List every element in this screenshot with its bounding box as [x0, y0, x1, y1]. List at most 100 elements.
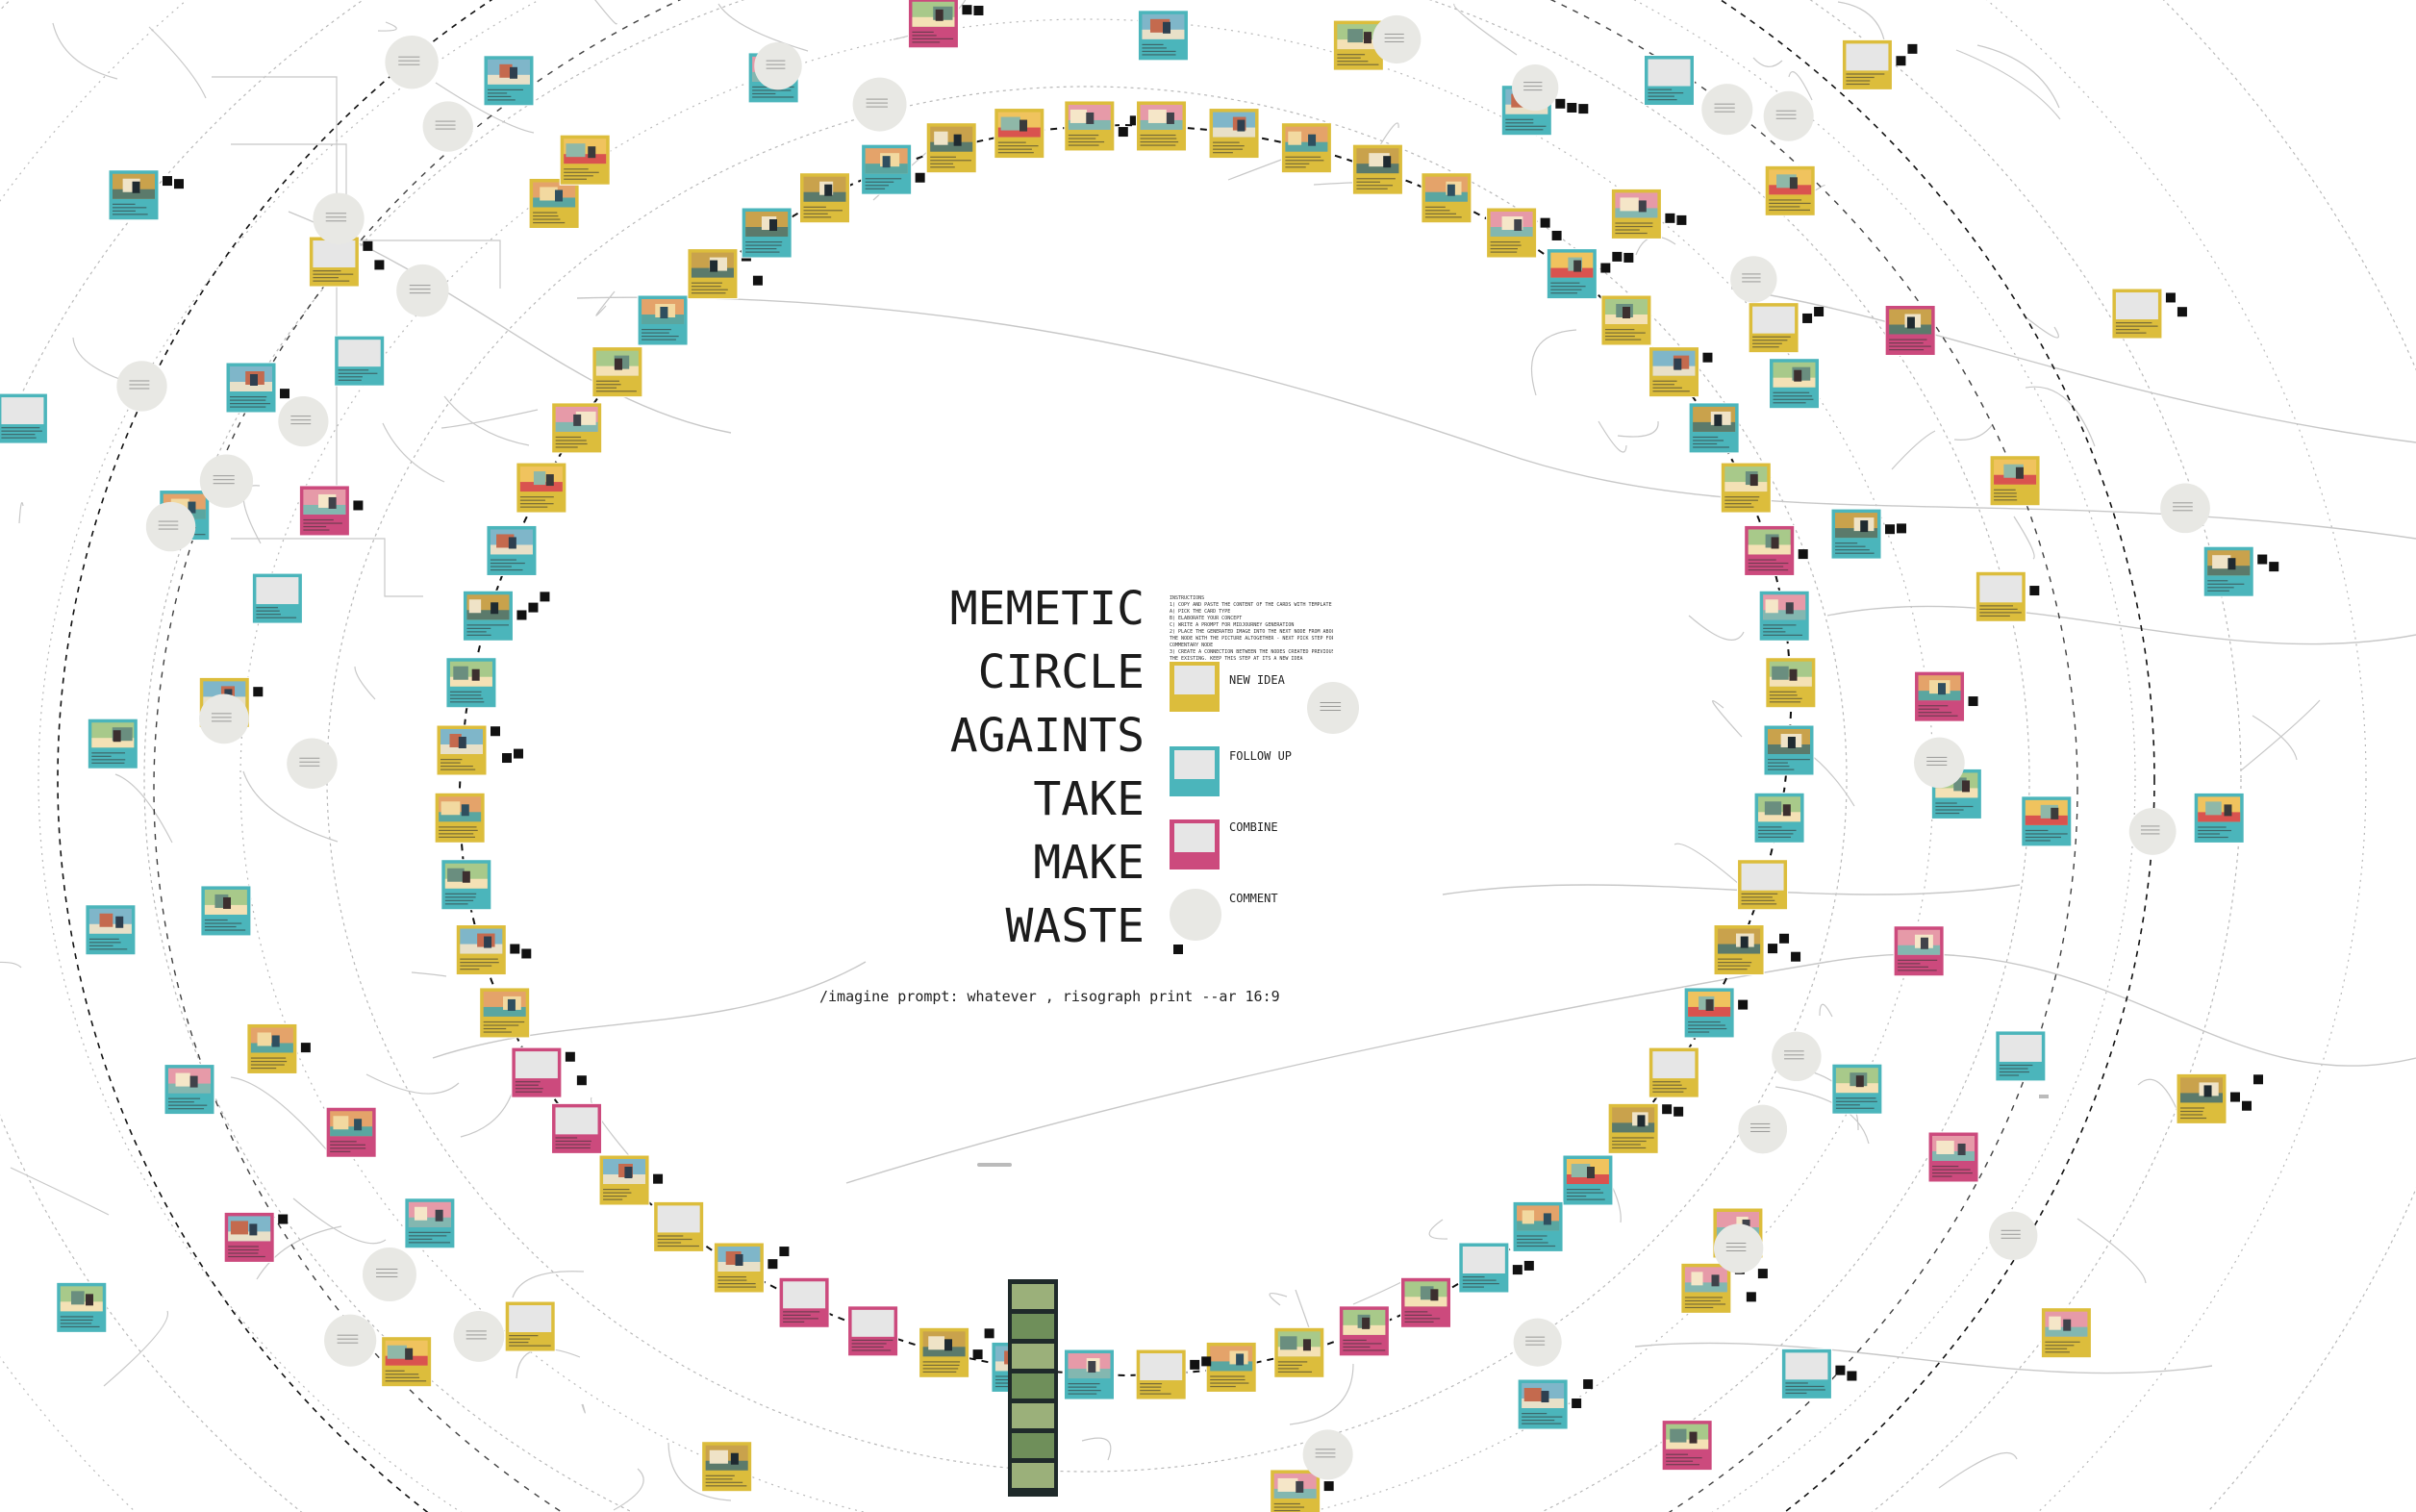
- combine-card[interactable]: [1338, 1305, 1390, 1357]
- comment-bubble[interactable]: [324, 1314, 377, 1367]
- new-idea-card[interactable]: [1648, 1046, 1699, 1098]
- new-idea-card[interactable]: [1765, 657, 1817, 709]
- follow-up-card[interactable]: [85, 904, 137, 956]
- new-idea-card[interactable]: [559, 134, 611, 186]
- follow-up-card[interactable]: [334, 335, 386, 387]
- resize-handle[interactable]: [2039, 1095, 2049, 1098]
- legend-combine-card[interactable]: [1170, 819, 1220, 869]
- comment-bubble[interactable]: [199, 454, 254, 508]
- new-idea-card[interactable]: [479, 987, 531, 1039]
- new-idea-card[interactable]: [1720, 462, 1772, 514]
- combine-card[interactable]: [511, 1046, 587, 1098]
- comment-bubble[interactable]: [278, 396, 329, 447]
- comment-bubble[interactable]: [287, 738, 338, 789]
- follow-up-card[interactable]: [1780, 1348, 1857, 1399]
- comment-bubble[interactable]: [313, 192, 365, 244]
- follow-up-card[interactable]: [1643, 55, 1695, 107]
- comment-bubble[interactable]: [1772, 1031, 1822, 1082]
- new-idea-card[interactable]: [434, 792, 486, 844]
- new-idea-card[interactable]: [1273, 1326, 1325, 1378]
- legend-follow-up-card[interactable]: [1170, 746, 1220, 796]
- follow-up-card[interactable]: [56, 1281, 108, 1333]
- follow-up-card[interactable]: [2193, 792, 2245, 844]
- new-idea-card[interactable]: [1648, 346, 1713, 398]
- new-idea-card[interactable]: [1351, 143, 1403, 195]
- new-idea-card[interactable]: [1208, 108, 1260, 160]
- follow-up-card[interactable]: [1769, 358, 1821, 410]
- new-idea-card[interactable]: [1748, 302, 1825, 354]
- comment-bubble[interactable]: [116, 361, 167, 412]
- follow-up-card[interactable]: [1763, 724, 1815, 776]
- new-idea-card[interactable]: [701, 1441, 753, 1493]
- new-idea-card[interactable]: [308, 236, 385, 288]
- combine-card[interactable]: [551, 1102, 603, 1154]
- new-idea-card[interactable]: [1280, 122, 1332, 174]
- follow-up-card[interactable]: [225, 362, 290, 414]
- new-idea-card[interactable]: [598, 1154, 664, 1206]
- follow-up-card[interactable]: [440, 859, 492, 911]
- new-idea-card[interactable]: [516, 462, 567, 514]
- combine-card[interactable]: [1744, 524, 1808, 576]
- comment-bubble[interactable]: [1763, 90, 1814, 141]
- new-idea-card[interactable]: [2111, 288, 2187, 340]
- follow-up-card[interactable]: [1830, 508, 1907, 560]
- new-idea-card[interactable]: [1064, 100, 1140, 152]
- follow-up-card[interactable]: [1546, 248, 1634, 300]
- legend-new-idea-card[interactable]: [1170, 662, 1220, 712]
- follow-up-card[interactable]: [1995, 1030, 2047, 1082]
- comment-bubble[interactable]: [362, 1247, 416, 1301]
- new-idea-card[interactable]: [2040, 1307, 2092, 1359]
- combine-card[interactable]: [1914, 670, 1978, 722]
- follow-up-card[interactable]: [87, 718, 138, 769]
- new-idea-card[interactable]: [1486, 207, 1562, 259]
- comment-bubble[interactable]: [145, 501, 196, 552]
- new-idea-card[interactable]: [653, 1200, 705, 1252]
- follow-up-card[interactable]: [1562, 1154, 1614, 1206]
- follow-up-card[interactable]: [404, 1197, 456, 1249]
- combine-card[interactable]: [907, 0, 984, 49]
- combine-card[interactable]: [1661, 1420, 1713, 1472]
- follow-up-card[interactable]: [637, 294, 689, 346]
- follow-up-card[interactable]: [486, 524, 538, 576]
- new-idea-card[interactable]: [919, 1326, 994, 1378]
- comment-bubble[interactable]: [199, 693, 249, 744]
- follow-up-card[interactable]: [251, 572, 303, 624]
- comment-bubble[interactable]: [1372, 14, 1422, 64]
- comment-bubble[interactable]: [422, 101, 473, 152]
- new-idea-card[interactable]: [1989, 455, 2041, 507]
- follow-up-card[interactable]: [861, 143, 937, 195]
- comment-bubble[interactable]: [1730, 256, 1777, 303]
- new-idea-card[interactable]: [687, 248, 763, 300]
- follow-up-card[interactable]: [108, 169, 184, 221]
- follow-up-card[interactable]: [0, 392, 48, 444]
- follow-up-card[interactable]: [1683, 987, 1749, 1039]
- combine-card[interactable]: [778, 1276, 830, 1328]
- follow-up-card[interactable]: [1517, 1378, 1594, 1430]
- comment-bubble[interactable]: [1512, 63, 1559, 112]
- comment-bubble[interactable]: [2128, 807, 2177, 855]
- follow-up-card[interactable]: [1458, 1242, 1534, 1294]
- new-idea-card[interactable]: [591, 346, 643, 398]
- follow-up-card[interactable]: [445, 657, 497, 709]
- image-stack-strip[interactable]: [1008, 1279, 1058, 1497]
- comment-bubble[interactable]: [1713, 1223, 1764, 1273]
- comment-bubble[interactable]: [1513, 1318, 1562, 1367]
- new-idea-card[interactable]: [1975, 570, 2040, 622]
- new-idea-card[interactable]: [1421, 172, 1472, 224]
- comment-bubble[interactable]: [1914, 737, 1965, 789]
- new-idea-card[interactable]: [1764, 164, 1816, 216]
- new-idea-card[interactable]: [1270, 1469, 1334, 1512]
- new-idea-card[interactable]: [1680, 1262, 1768, 1314]
- follow-up-card[interactable]: [1753, 792, 1805, 844]
- new-idea-card[interactable]: [1600, 294, 1652, 346]
- new-idea-card[interactable]: [994, 108, 1045, 160]
- comment-bubble[interactable]: [1302, 1429, 1353, 1480]
- follow-up-card[interactable]: [462, 590, 550, 642]
- follow-up-card[interactable]: [2021, 795, 2073, 847]
- new-idea-card[interactable]: [1841, 38, 1918, 90]
- follow-up-card[interactable]: [1758, 590, 1810, 642]
- new-idea-card[interactable]: [1205, 1341, 1257, 1393]
- new-idea-card[interactable]: [504, 1300, 556, 1352]
- new-idea-card[interactable]: [436, 724, 523, 776]
